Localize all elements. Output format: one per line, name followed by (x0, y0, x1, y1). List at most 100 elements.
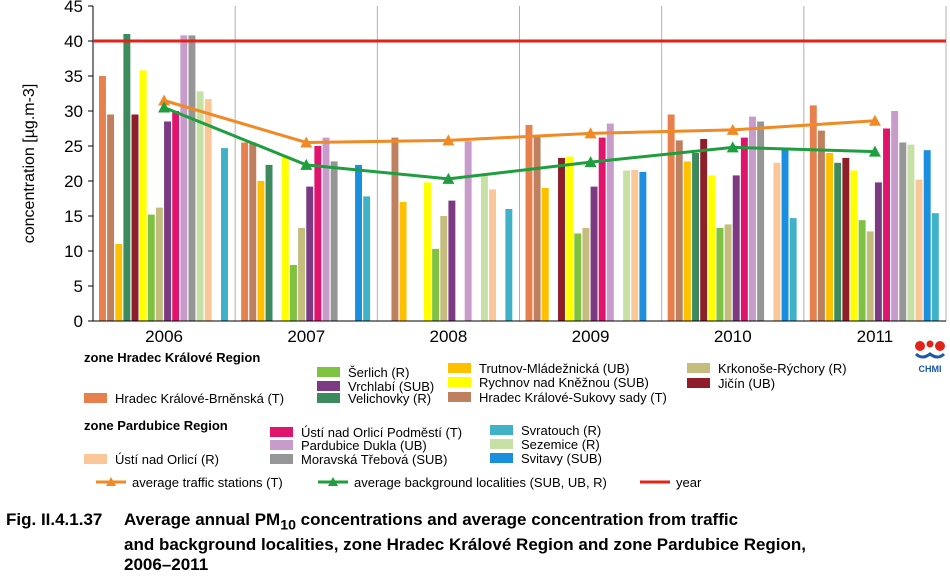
chart: 0 5 10 15 20 25 30 35 40 45 2006 2007 2008 2009 2010 20… (21, 0, 947, 490)
x-tick-label: 2008 (430, 327, 468, 346)
legend-label: year (676, 475, 702, 490)
legend-label: Vrchlabí (SUB) (348, 379, 434, 394)
bar (147, 214, 155, 321)
bar (464, 141, 472, 321)
bar (842, 157, 850, 321)
y-tick-label: 5 (74, 277, 83, 296)
bar (180, 35, 188, 322)
bar (541, 188, 549, 321)
y-tick-label: 0 (74, 312, 83, 331)
avg-marker (158, 101, 171, 113)
caption-line1b: concentrations and average concentration… (295, 510, 739, 529)
legend-swatch (84, 393, 107, 403)
caption-number: Fig. II.4.1.37 (6, 510, 103, 529)
bar (533, 135, 541, 321)
bar (289, 265, 297, 321)
bar (115, 244, 123, 321)
bar (241, 142, 249, 321)
caption-line3: 2006–2011 (124, 555, 209, 575)
y-axis-label: concentration [µg.m-3] (21, 84, 38, 244)
legend-swatch (490, 453, 513, 463)
avg-line (163, 99, 876, 145)
bar (923, 150, 931, 321)
bar (708, 175, 716, 321)
bar (99, 76, 106, 321)
bar (675, 140, 683, 321)
bar (164, 121, 172, 321)
bar (505, 209, 513, 321)
bar (724, 224, 732, 321)
avg-marker (584, 127, 597, 139)
chart-lines (93, 39, 946, 184)
legend-swatch (317, 367, 340, 377)
legend-swatch (687, 363, 710, 373)
bar (639, 171, 647, 321)
legend-swatch (490, 425, 513, 435)
bar (188, 35, 196, 322)
figure-caption: Fig. II.4.1.37 Average annual PM10 concen… (6, 510, 946, 575)
chart-legend: zone Hradec Králové Region zone Pardubice… (84, 350, 847, 490)
legend-marker (106, 477, 116, 486)
legend-swatch (317, 381, 340, 391)
avg-marker (300, 136, 313, 148)
bar (817, 130, 825, 321)
legend-label: Krkonoše-Rýchory (R) (718, 361, 847, 376)
bar (314, 146, 322, 321)
bar (866, 231, 874, 321)
avg-marker (300, 158, 313, 170)
legend-zone-pa: zone Pardubice Region (84, 418, 228, 433)
legend-swatch (270, 427, 293, 437)
avg-marker (868, 145, 881, 157)
bar (155, 207, 163, 321)
y-tick-label: 30 (64, 102, 83, 121)
avg-line (163, 106, 875, 181)
legend-label: Trutnov-Mládežnická (UB) (479, 361, 630, 376)
bar (598, 137, 606, 321)
legend-zone-hk: zone Hradec Králové Region (84, 350, 260, 365)
bar (107, 114, 115, 321)
legend-marker (328, 477, 338, 486)
caption-sub: 10 (280, 517, 296, 534)
bar (757, 121, 765, 321)
bar (480, 175, 488, 321)
avg-marker (584, 156, 597, 168)
bar (606, 123, 614, 321)
legend-swatch (448, 392, 471, 402)
bar (716, 227, 724, 321)
bar (781, 149, 789, 321)
chart-grid (92, 6, 947, 321)
avg-marker (726, 123, 739, 135)
bar (204, 99, 212, 321)
bar (899, 142, 907, 321)
bar (574, 233, 582, 321)
y-tick-label: 35 (64, 67, 83, 86)
bar (355, 164, 362, 321)
chart-bars (99, 34, 939, 322)
legend-label: average traffic stations (T) (132, 475, 283, 490)
bar (123, 34, 131, 321)
avg-marker (442, 172, 455, 184)
legend-swatch (448, 363, 471, 373)
bar (732, 175, 740, 321)
bar (667, 114, 675, 321)
y-tick-label: 10 (64, 242, 83, 261)
bar (322, 137, 330, 321)
legend-swatch (84, 454, 107, 464)
logo-text: CHMI (919, 364, 942, 374)
bar (489, 189, 497, 321)
caption-line2: and background localities, zone Hradec K… (124, 535, 807, 555)
y-tick-label: 15 (64, 207, 83, 226)
bar (330, 161, 338, 321)
legend-label: Moravská Třebová (SUB) (301, 452, 447, 467)
avg-marker (868, 114, 881, 126)
bar (298, 227, 306, 321)
legend-swatch (270, 440, 293, 450)
y-tick-label: 40 (64, 32, 83, 51)
legend-label: Hradec Králové-Sukovy sady (T) (479, 390, 667, 405)
bar (931, 213, 939, 321)
bar (131, 114, 139, 321)
legend-label: Sezemice (R) (521, 437, 600, 452)
bar (858, 220, 866, 321)
bar (809, 105, 817, 322)
bar (692, 153, 700, 321)
